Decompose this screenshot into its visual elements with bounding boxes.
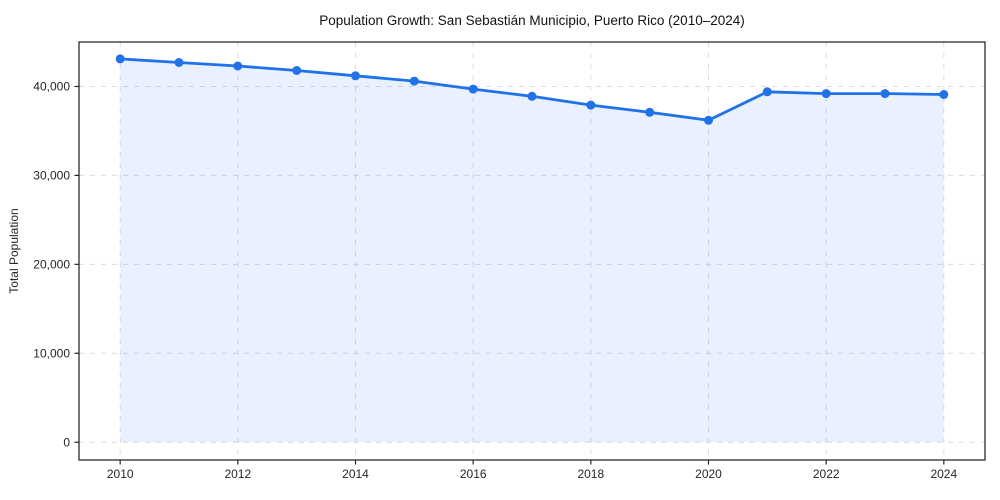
data-point-2016 xyxy=(468,84,478,94)
x-tick-label-2014: 2014 xyxy=(342,467,369,481)
x-tick-label-2010: 2010 xyxy=(107,467,134,481)
data-point-2022 xyxy=(821,89,831,99)
y-tick-label-0: 0 xyxy=(63,435,70,449)
x-tick-label-2020: 2020 xyxy=(695,467,722,481)
data-point-2023 xyxy=(880,89,890,99)
data-point-2011 xyxy=(174,58,184,67)
data-point-2013 xyxy=(292,66,302,75)
axis-ticks xyxy=(74,85,945,465)
y-tick-label-10000: 10,000 xyxy=(33,347,70,361)
data-point-2010 xyxy=(115,54,125,64)
plot-frame xyxy=(78,41,986,461)
data-point-2018 xyxy=(586,100,596,110)
x-tick-label-2016: 2016 xyxy=(460,467,487,481)
data-point-2012 xyxy=(233,61,243,71)
data-point-2021 xyxy=(762,87,772,97)
data-point-2024 xyxy=(939,90,949,99)
plot-border xyxy=(78,41,986,461)
data-point-2020 xyxy=(704,115,713,125)
x-tick-label-2018: 2018 xyxy=(577,467,604,481)
data-point-2015 xyxy=(409,76,419,86)
x-tick-label-2024: 2024 xyxy=(930,467,957,481)
y-tick-label-40000: 40,000 xyxy=(33,80,70,94)
gridlines xyxy=(79,42,985,460)
axis-tick-labels: 2010 2012 2014 2016 2018 2020 2022 2024 0 10,000 2… xyxy=(33,80,957,481)
y-axis-label: Total Population xyxy=(7,208,21,293)
data-point-2017 xyxy=(527,91,537,101)
x-tick-label-2022: 2022 xyxy=(813,467,840,481)
x-tick-label-2012: 2012 xyxy=(224,467,251,481)
area-fill xyxy=(120,58,944,443)
data-point-2019 xyxy=(645,107,655,117)
chart-title: Population Growth: San Sebastián Municip… xyxy=(319,13,745,28)
series-area-fill xyxy=(120,58,944,443)
y-tick-label-20000: 20,000 xyxy=(33,258,70,272)
y-tick-label-30000: 30,000 xyxy=(33,169,70,183)
data-point-markers xyxy=(115,54,949,125)
data-point-2014 xyxy=(351,71,360,81)
